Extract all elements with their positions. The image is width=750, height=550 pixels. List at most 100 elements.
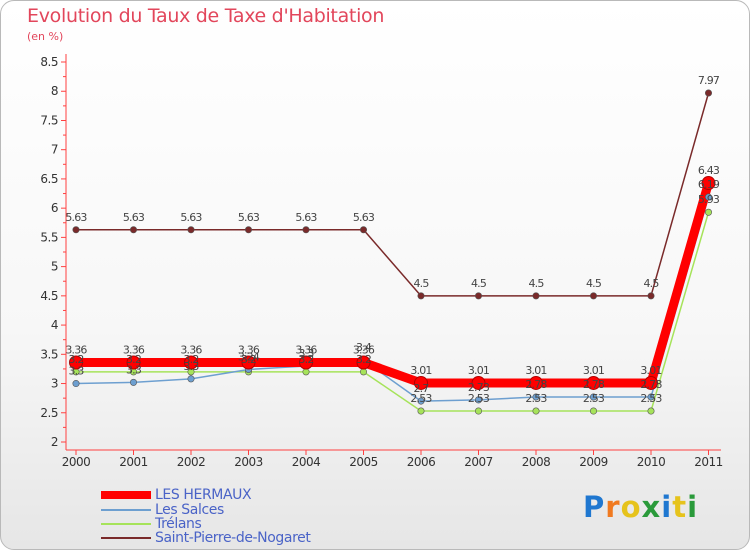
data-label: 3.01 bbox=[583, 364, 604, 377]
y-tick-label: 4 bbox=[51, 318, 58, 332]
series-point bbox=[417, 397, 425, 405]
data-label: 2.53 bbox=[525, 392, 547, 405]
series-point bbox=[184, 355, 198, 370]
series-point bbox=[647, 407, 655, 415]
data-label: 2.78 bbox=[640, 378, 662, 391]
series-point bbox=[474, 407, 482, 415]
y-tick-label: 7 bbox=[51, 143, 58, 157]
series-point bbox=[529, 375, 543, 390]
series-point bbox=[417, 292, 425, 300]
series-point bbox=[302, 226, 310, 234]
data-label: 3.01 bbox=[468, 364, 489, 377]
series-point bbox=[644, 375, 658, 390]
data-label: 3.3 bbox=[183, 360, 199, 373]
series-point bbox=[704, 193, 712, 201]
legend-label-les-salces: Les Salces bbox=[155, 502, 224, 518]
data-label: 3.36 bbox=[238, 343, 260, 356]
x-tick-label: 2011 bbox=[694, 455, 723, 469]
data-label: 2.78 bbox=[583, 378, 605, 391]
data-label: 2.53 bbox=[583, 392, 605, 405]
data-label: 2.53 bbox=[410, 392, 432, 405]
x-tick-label: 2006 bbox=[407, 455, 436, 469]
series-point bbox=[647, 393, 655, 401]
data-label: 2.78 bbox=[525, 378, 547, 391]
series-point bbox=[241, 355, 256, 370]
data-label: 4.5 bbox=[471, 277, 487, 290]
x-tick-label: 2001 bbox=[119, 455, 148, 469]
series-point bbox=[130, 226, 138, 234]
chart-subtitle: (en %) bbox=[27, 30, 64, 43]
legend-swatch-les-salces bbox=[101, 509, 151, 511]
data-label: 3.36 bbox=[353, 343, 375, 356]
data-label: 6.19 bbox=[698, 178, 720, 191]
y-tick-label: 7.5 bbox=[40, 113, 58, 127]
data-label: 3.2 bbox=[298, 353, 313, 366]
series-point bbox=[187, 226, 195, 234]
y-tick-label: 3 bbox=[51, 377, 58, 391]
series-line-3 bbox=[75, 92, 710, 297]
series-point bbox=[299, 355, 313, 370]
series-point bbox=[532, 292, 540, 300]
data-label: 2.73 bbox=[468, 381, 490, 394]
y-tick-label: 5.5 bbox=[40, 230, 58, 244]
series-point bbox=[126, 355, 141, 370]
series-point bbox=[359, 368, 367, 376]
data-label: 5.63 bbox=[353, 211, 375, 224]
series-point bbox=[474, 396, 482, 404]
data-label: 4.5 bbox=[528, 277, 544, 290]
series-line-0 bbox=[71, 178, 713, 388]
data-label: 6.43 bbox=[698, 164, 720, 177]
data-label: 3.36 bbox=[65, 343, 87, 356]
data-label: 3.01 bbox=[525, 364, 546, 377]
series-point bbox=[589, 407, 597, 415]
data-label: 5.63 bbox=[180, 211, 202, 224]
series-point bbox=[72, 380, 80, 388]
legend-label-saint-pierre: Saint-Pierre-de-Nogaret bbox=[155, 530, 311, 546]
y-tick-label: 4.5 bbox=[40, 289, 58, 303]
series-point bbox=[356, 355, 371, 370]
data-label: 5.63 bbox=[295, 211, 317, 224]
series-line-2 bbox=[75, 211, 710, 412]
legend-item-les-salces: Les Salces bbox=[101, 502, 361, 518]
data-label: 3.36 bbox=[295, 343, 317, 356]
series-point bbox=[474, 292, 482, 300]
y-tick-label: 6 bbox=[51, 201, 58, 215]
series-point bbox=[704, 89, 712, 97]
legend-swatch-les-hermaux bbox=[101, 491, 151, 499]
data-label: 2.53 bbox=[640, 392, 662, 405]
y-tick-label: 8 bbox=[51, 84, 58, 98]
legend-label-les-hermaux: LES HERMAUX bbox=[155, 487, 252, 503]
series-point bbox=[704, 208, 712, 216]
series-point bbox=[69, 355, 83, 370]
data-label: 3.3 bbox=[126, 363, 142, 376]
y-tick-label: 8.5 bbox=[40, 55, 58, 69]
legend-swatch-saint-pierre bbox=[101, 537, 151, 539]
y-tick-label: 2.5 bbox=[40, 406, 58, 420]
chart-title: Evolution du Taux de Taxe d'Habitation bbox=[27, 5, 385, 27]
series-point bbox=[471, 375, 486, 390]
data-label: 2.53 bbox=[468, 392, 490, 405]
x-tick-label: 2007 bbox=[464, 455, 493, 469]
x-tick-label: 2009 bbox=[579, 455, 608, 469]
data-label: 3.2 bbox=[183, 353, 198, 366]
series-point bbox=[245, 226, 253, 234]
legend-swatch-trelans bbox=[101, 523, 151, 525]
data-label: 5.93 bbox=[698, 193, 720, 206]
data-label: 4.5 bbox=[643, 277, 659, 290]
y-tick-label: 5 bbox=[51, 260, 58, 274]
data-label: 2.7 bbox=[413, 382, 429, 395]
series-point bbox=[302, 368, 310, 376]
series-line-1 bbox=[75, 196, 710, 402]
series-point bbox=[417, 407, 425, 415]
x-tick-label: 2010 bbox=[637, 455, 666, 469]
y-tick-label: 2 bbox=[51, 435, 58, 449]
data-label: 3.2 bbox=[126, 353, 141, 366]
series-point bbox=[586, 375, 601, 390]
series-point bbox=[532, 407, 540, 415]
series-point bbox=[72, 226, 80, 234]
series-point bbox=[187, 375, 195, 383]
data-label: 3.01 bbox=[640, 364, 661, 377]
data-label: 5.63 bbox=[238, 211, 260, 224]
y-tick-label: 3.5 bbox=[40, 347, 58, 361]
